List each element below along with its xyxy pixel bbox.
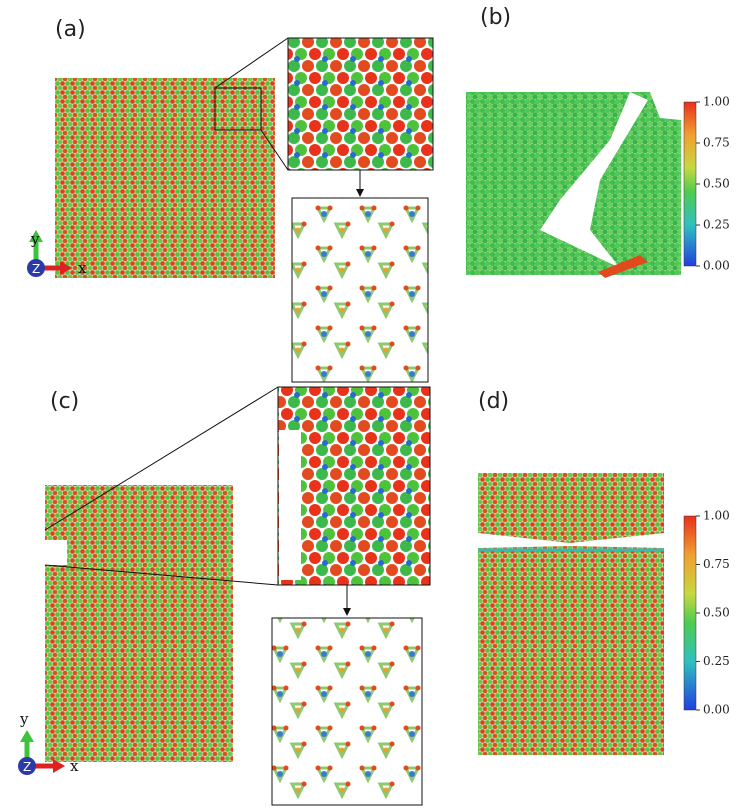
axis-label: y (19, 710, 29, 728)
colorbar-tick-label: 1.00 (703, 509, 730, 523)
colorbar-tick-label: 0.00 (703, 703, 730, 717)
crack (45, 540, 67, 565)
axis-label: x (78, 259, 87, 277)
colorbar-tick-label: 0.75 (703, 136, 730, 150)
fracture-lattice (478, 473, 664, 755)
figure: (a) (b) (c) (d) y x Z y x Z 1.00 0.75 0.50… (0, 0, 749, 809)
lattice (45, 485, 233, 762)
panel-label: (a) (55, 17, 86, 42)
axis-label: x (70, 757, 79, 775)
colorbar-tick-label: 0.75 (703, 557, 730, 571)
colorbar-tick-label: 0.00 (703, 259, 730, 273)
panel-label: (b) (480, 5, 511, 30)
fracture-lattice (466, 92, 681, 278)
panel-label: (d) (478, 389, 509, 414)
crack (279, 430, 301, 580)
lattice (55, 78, 275, 278)
axis-label: Z (32, 262, 40, 276)
colorbar (684, 102, 696, 266)
axis-label: y (30, 230, 40, 248)
inset (272, 618, 422, 805)
colorbar-tick-label: 0.25 (703, 218, 730, 232)
colorbar (684, 516, 696, 710)
colorbar-tick-label: 0.50 (703, 177, 730, 191)
inset (292, 198, 428, 382)
colorbar-tick-label: 0.25 (703, 654, 730, 668)
colorbar-tick-label: 1.00 (703, 95, 730, 109)
panel-label: (c) (50, 389, 79, 414)
colorbar-tick-label: 0.50 (703, 606, 730, 620)
axis-label: Z (23, 760, 31, 774)
inset (288, 38, 433, 170)
